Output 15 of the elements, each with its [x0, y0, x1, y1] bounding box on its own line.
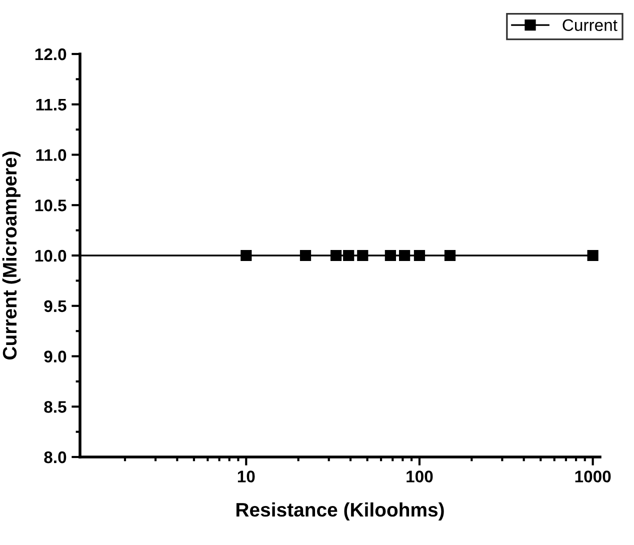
y-tick-label: 8.5: [44, 401, 66, 413]
y-tick-label: 8.0: [44, 451, 66, 464]
y-tick-label: 10.5: [35, 200, 66, 212]
y-axis-title: Current (Microampere): [2, 152, 20, 360]
legend-label: Current: [562, 19, 618, 32]
y-tick-label: 9.0: [44, 350, 66, 362]
x-tick-label: 100: [406, 470, 433, 482]
y-tick-label: 9.5: [44, 300, 66, 312]
x-axis-title: Resistance (Kiloohms): [236, 502, 444, 521]
y-tick-label: 12.0: [35, 48, 66, 60]
y-tick-label: 10.0: [35, 250, 66, 262]
y-tick-label: 11.5: [36, 98, 66, 111]
x-tick-label: 1000: [575, 470, 611, 482]
y-tick-label: 11.0: [36, 149, 66, 161]
x-tick-label: 10: [238, 470, 255, 482]
